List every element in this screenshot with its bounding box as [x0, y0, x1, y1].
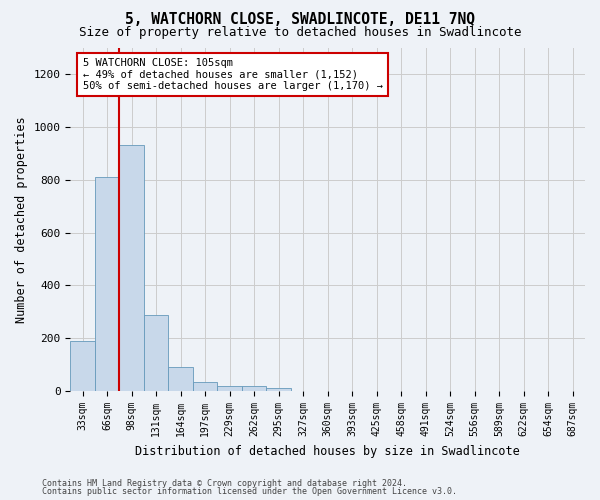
X-axis label: Distribution of detached houses by size in Swadlincote: Distribution of detached houses by size …: [135, 444, 520, 458]
Bar: [169, 368, 193, 391]
Bar: [217, 386, 242, 391]
Text: Size of property relative to detached houses in Swadlincote: Size of property relative to detached ho…: [79, 26, 521, 39]
Bar: [266, 388, 291, 391]
Text: Contains public sector information licensed under the Open Government Licence v3: Contains public sector information licen…: [42, 487, 457, 496]
Y-axis label: Number of detached properties: Number of detached properties: [15, 116, 28, 322]
Bar: [193, 382, 217, 391]
Bar: [70, 341, 95, 391]
Text: 5, WATCHORN CLOSE, SWADLINCOTE, DE11 7NQ: 5, WATCHORN CLOSE, SWADLINCOTE, DE11 7NQ: [125, 12, 475, 28]
Text: Contains HM Land Registry data © Crown copyright and database right 2024.: Contains HM Land Registry data © Crown c…: [42, 478, 407, 488]
Text: 5 WATCHORN CLOSE: 105sqm
← 49% of detached houses are smaller (1,152)
50% of sem: 5 WATCHORN CLOSE: 105sqm ← 49% of detach…: [83, 58, 383, 92]
Bar: [95, 177, 119, 391]
Bar: [144, 314, 169, 391]
Bar: [242, 386, 266, 391]
Bar: [119, 146, 144, 391]
